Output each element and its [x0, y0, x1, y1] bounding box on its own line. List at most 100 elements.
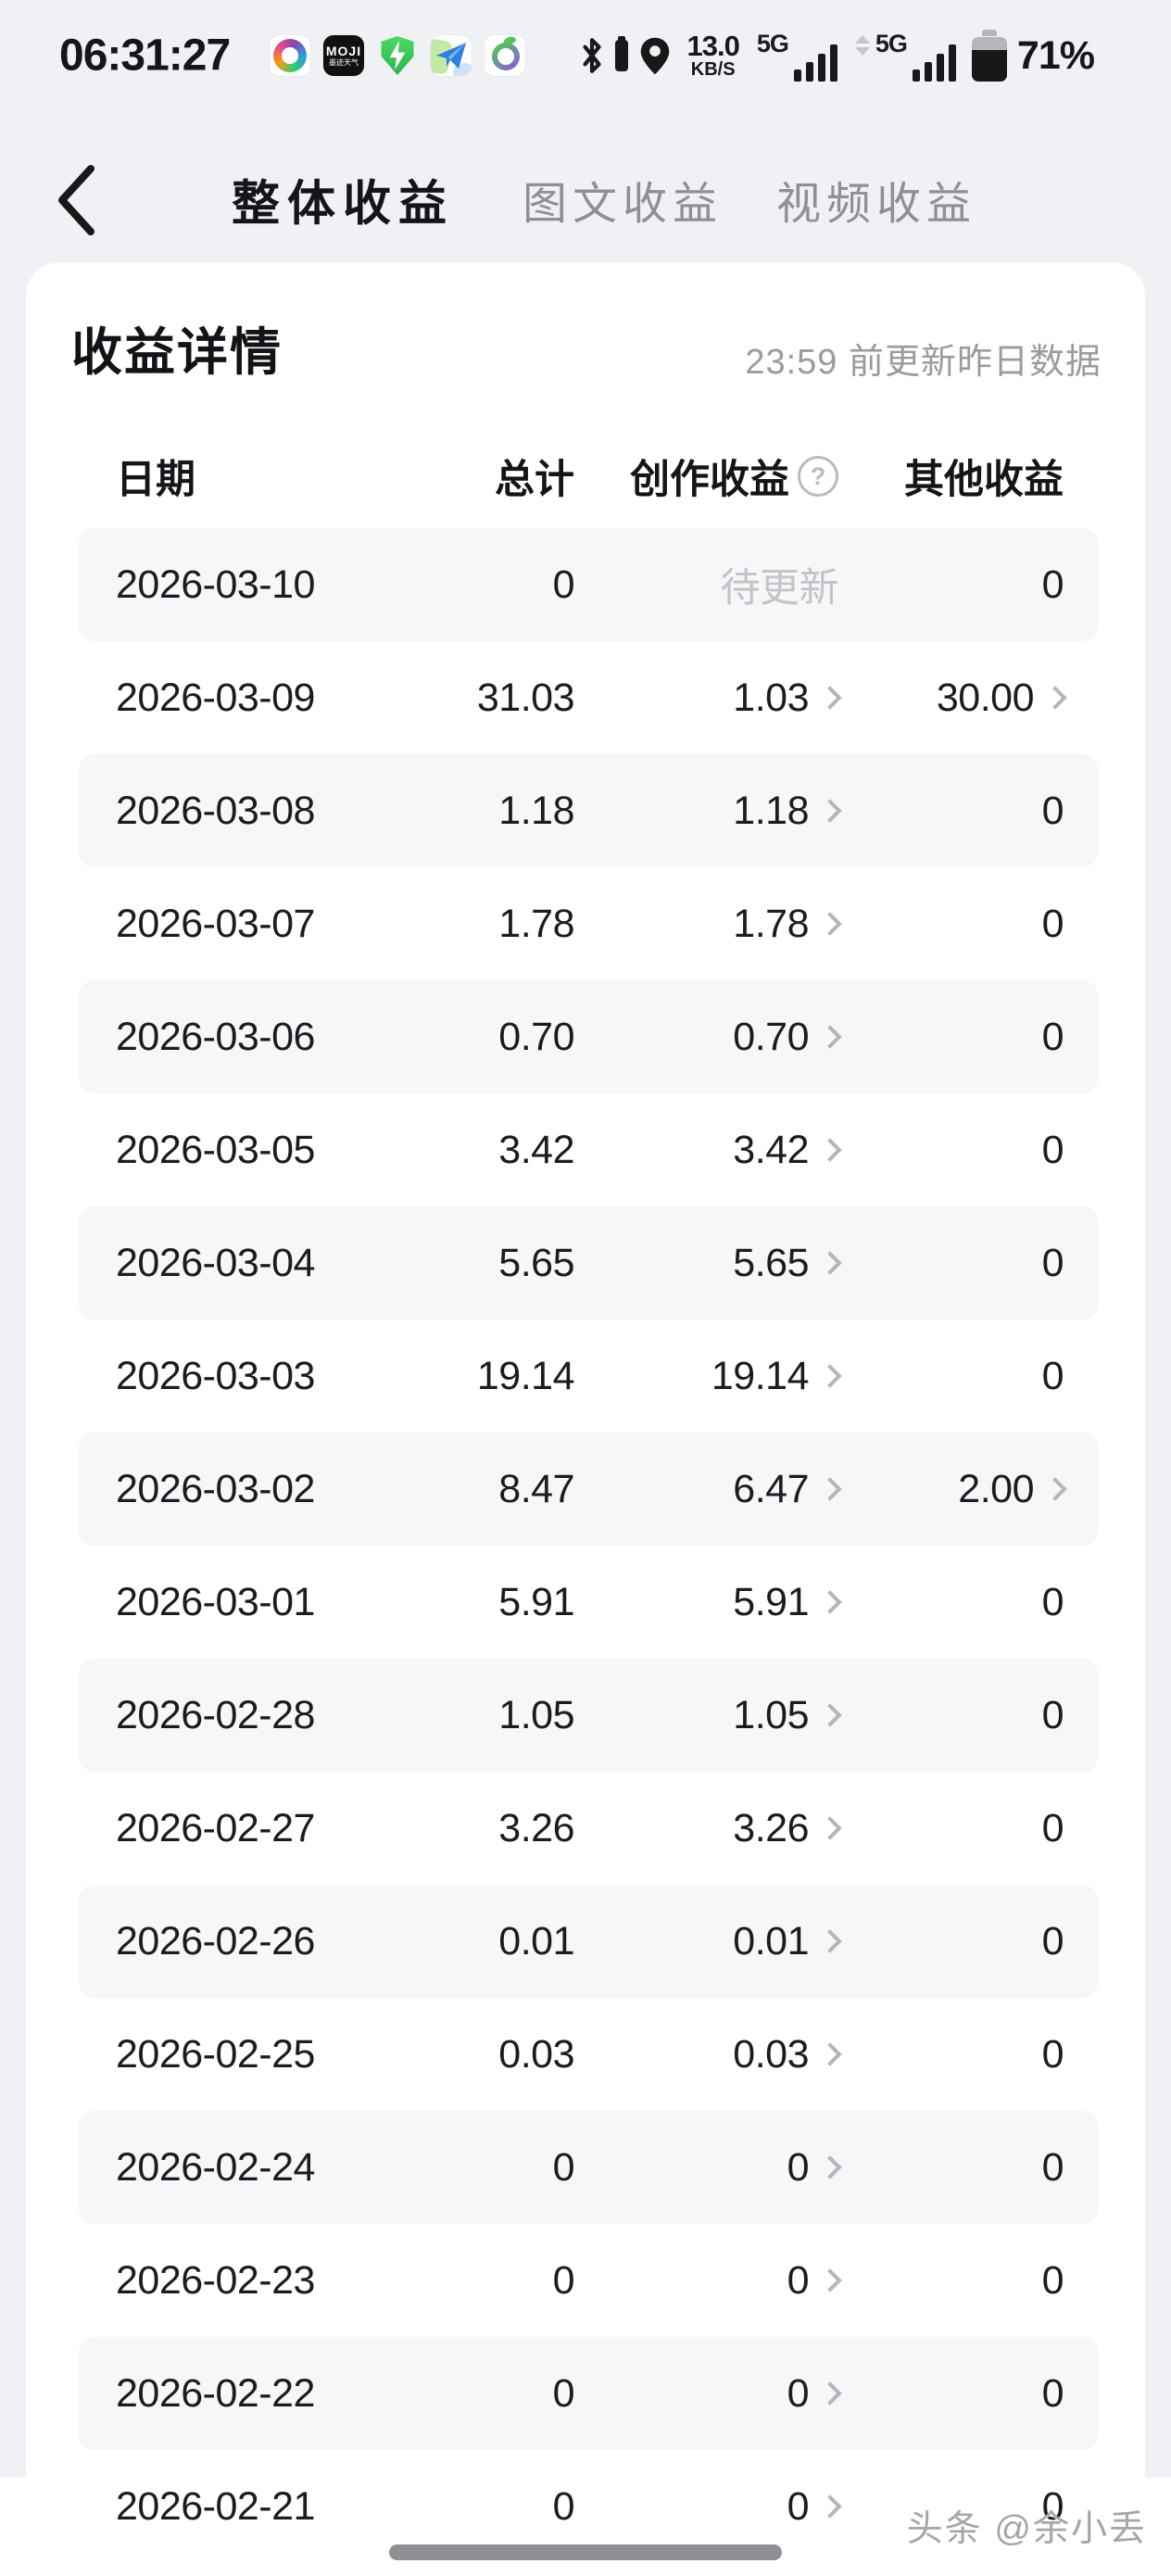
signal-bars-icon — [793, 30, 837, 82]
tab-video-income[interactable]: 视频收益 — [776, 180, 977, 229]
table-row: 2026-03-07 1.78 1.78 0 — [79, 867, 1098, 980]
row-creation[interactable]: 0 — [787, 2145, 842, 2191]
chevron-right-icon — [818, 799, 842, 823]
row-total: 0.03 — [498, 2031, 574, 2077]
row-creation[interactable]: 0.03 — [733, 2032, 842, 2077]
table-row: 2026-03-10 0 待更新 0 — [79, 528, 1098, 641]
back-icon[interactable] — [54, 163, 98, 237]
chevron-right-icon — [818, 2381, 842, 2406]
table-row: 2026-03-01 5.91 5.91 0 — [79, 1546, 1098, 1659]
chevron-right-icon — [818, 1477, 842, 1501]
status-indicators: 13.0 KB/S 5G 5G 71% — [579, 30, 1095, 82]
row-other[interactable]: 30.00 — [937, 676, 1067, 721]
bluetooth-battery-icon — [614, 36, 628, 71]
row-creation: 待更新 — [720, 566, 839, 611]
row-date: 2026-02-28 — [116, 1692, 315, 1737]
row-total: 8.47 — [498, 1466, 574, 1511]
row-creation[interactable]: 0 — [787, 2484, 842, 2530]
bluetooth-icon — [582, 38, 601, 73]
table-row: 2026-02-26 0.01 0.01 0 — [79, 1885, 1098, 1998]
row-creation[interactable]: 3.26 — [733, 1806, 842, 1851]
row-date: 2026-02-23 — [116, 2257, 315, 2303]
table-row: 2026-02-25 0.03 0.03 0 — [79, 1998, 1098, 2111]
row-total: 5.91 — [498, 1579, 574, 1624]
table-row: 2026-03-02 8.47 6.47 2.00 — [79, 1433, 1098, 1546]
table-row: 2026-02-23 0 0 0 — [79, 2224, 1098, 2337]
row-total: 0 — [552, 2370, 575, 2416]
row-creation[interactable]: 1.05 — [733, 1693, 842, 1738]
row-creation[interactable]: 0.01 — [733, 1919, 842, 1964]
table-header: 日期 总计 创作收益 ? 其他收益 — [79, 448, 1098, 505]
row-date: 2026-03-06 — [116, 1014, 315, 1059]
header-total: 总计 — [495, 458, 574, 502]
row-total: 5.65 — [498, 1240, 574, 1285]
row-total: 3.42 — [498, 1127, 574, 1172]
row-other: 0 — [1041, 1579, 1064, 1624]
chevron-right-icon — [1043, 686, 1067, 710]
row-date: 2026-03-04 — [116, 1240, 315, 1285]
tab-article-income[interactable]: 图文收益 — [523, 180, 724, 229]
row-total: 1.78 — [498, 901, 574, 946]
chevron-right-icon — [818, 2155, 842, 2179]
table-row: 2026-03-04 5.65 5.65 0 — [79, 1206, 1098, 1320]
row-creation[interactable]: 0.70 — [733, 1015, 842, 1060]
table-row: 2026-03-09 31.03 1.03 30.00 — [79, 641, 1098, 754]
row-creation[interactable]: 3.42 — [733, 1128, 842, 1173]
chevron-right-icon — [818, 1025, 842, 1049]
row-date: 2026-02-24 — [116, 2144, 315, 2190]
row-creation[interactable]: 5.65 — [733, 1241, 842, 1286]
row-other: 0 — [1041, 1240, 1064, 1285]
chevron-right-icon — [818, 1590, 842, 1614]
table-row: 2026-02-28 1.05 1.05 0 — [79, 1659, 1098, 1772]
chevron-right-icon — [818, 912, 842, 936]
row-other: 0 — [1041, 1353, 1064, 1398]
row-other: 0 — [1041, 2031, 1064, 2077]
row-creation[interactable]: 1.03 — [733, 676, 842, 721]
row-date: 2026-02-25 — [116, 2031, 315, 2077]
row-date: 2026-03-07 — [116, 901, 315, 946]
row-other: 0 — [1041, 2257, 1064, 2303]
page-title: 收益详情 — [71, 323, 283, 381]
row-total: 1.05 — [498, 1692, 574, 1737]
row-date: 2026-03-05 — [116, 1127, 315, 1172]
row-total: 3.26 — [498, 1805, 574, 1850]
header-creation: 创作收益 ? — [630, 448, 838, 505]
chevron-right-icon — [1043, 1477, 1067, 1501]
row-creation[interactable]: 0 — [787, 2371, 842, 2417]
row-creation[interactable]: 0 — [787, 2258, 842, 2304]
row-total: 0.01 — [498, 1918, 574, 1964]
row-creation[interactable]: 19.14 — [711, 1354, 842, 1399]
chevron-right-icon — [818, 686, 842, 710]
battery-percent: 71% — [1016, 32, 1095, 78]
home-indicator[interactable] — [389, 2544, 782, 2560]
tab-overall-income[interactable]: 整体收益 — [232, 177, 455, 232]
moji-weather-icon: MOJI 墨迹天气 — [323, 35, 364, 76]
chevron-right-icon — [818, 1138, 842, 1162]
help-icon[interactable]: ? — [798, 456, 838, 497]
chevron-right-icon — [818, 1929, 842, 1953]
table-row: 2026-03-06 0.70 0.70 0 — [79, 980, 1098, 1093]
row-total: 0 — [552, 562, 575, 607]
row-creation[interactable]: 1.78 — [733, 902, 842, 947]
table-row: 2026-02-21 0 0 0 — [79, 2450, 1098, 2563]
chevron-right-icon — [818, 1364, 842, 1388]
row-creation[interactable]: 6.47 — [733, 1467, 842, 1512]
row-other: 0 — [1041, 1127, 1064, 1172]
row-total: 0 — [552, 2144, 575, 2190]
row-other[interactable]: 2.00 — [958, 1467, 1067, 1512]
paper-plane-icon — [431, 35, 472, 76]
row-other: 0 — [1041, 1014, 1064, 1059]
row-other: 0 — [1041, 562, 1064, 607]
table-row: 2026-02-24 0 0 0 — [79, 2111, 1098, 2224]
row-other: 0 — [1041, 901, 1064, 946]
row-date: 2026-02-21 — [116, 2483, 315, 2529]
row-creation[interactable]: 1.18 — [733, 789, 842, 834]
header-date: 日期 — [116, 458, 195, 502]
row-total: 0 — [552, 2257, 575, 2303]
header-other: 其他收益 — [904, 458, 1064, 502]
row-creation[interactable]: 5.91 — [733, 1580, 842, 1625]
row-date: 2026-02-26 — [116, 1918, 315, 1964]
chevron-right-icon — [818, 1816, 842, 1840]
row-other: 0 — [1041, 1692, 1064, 1737]
